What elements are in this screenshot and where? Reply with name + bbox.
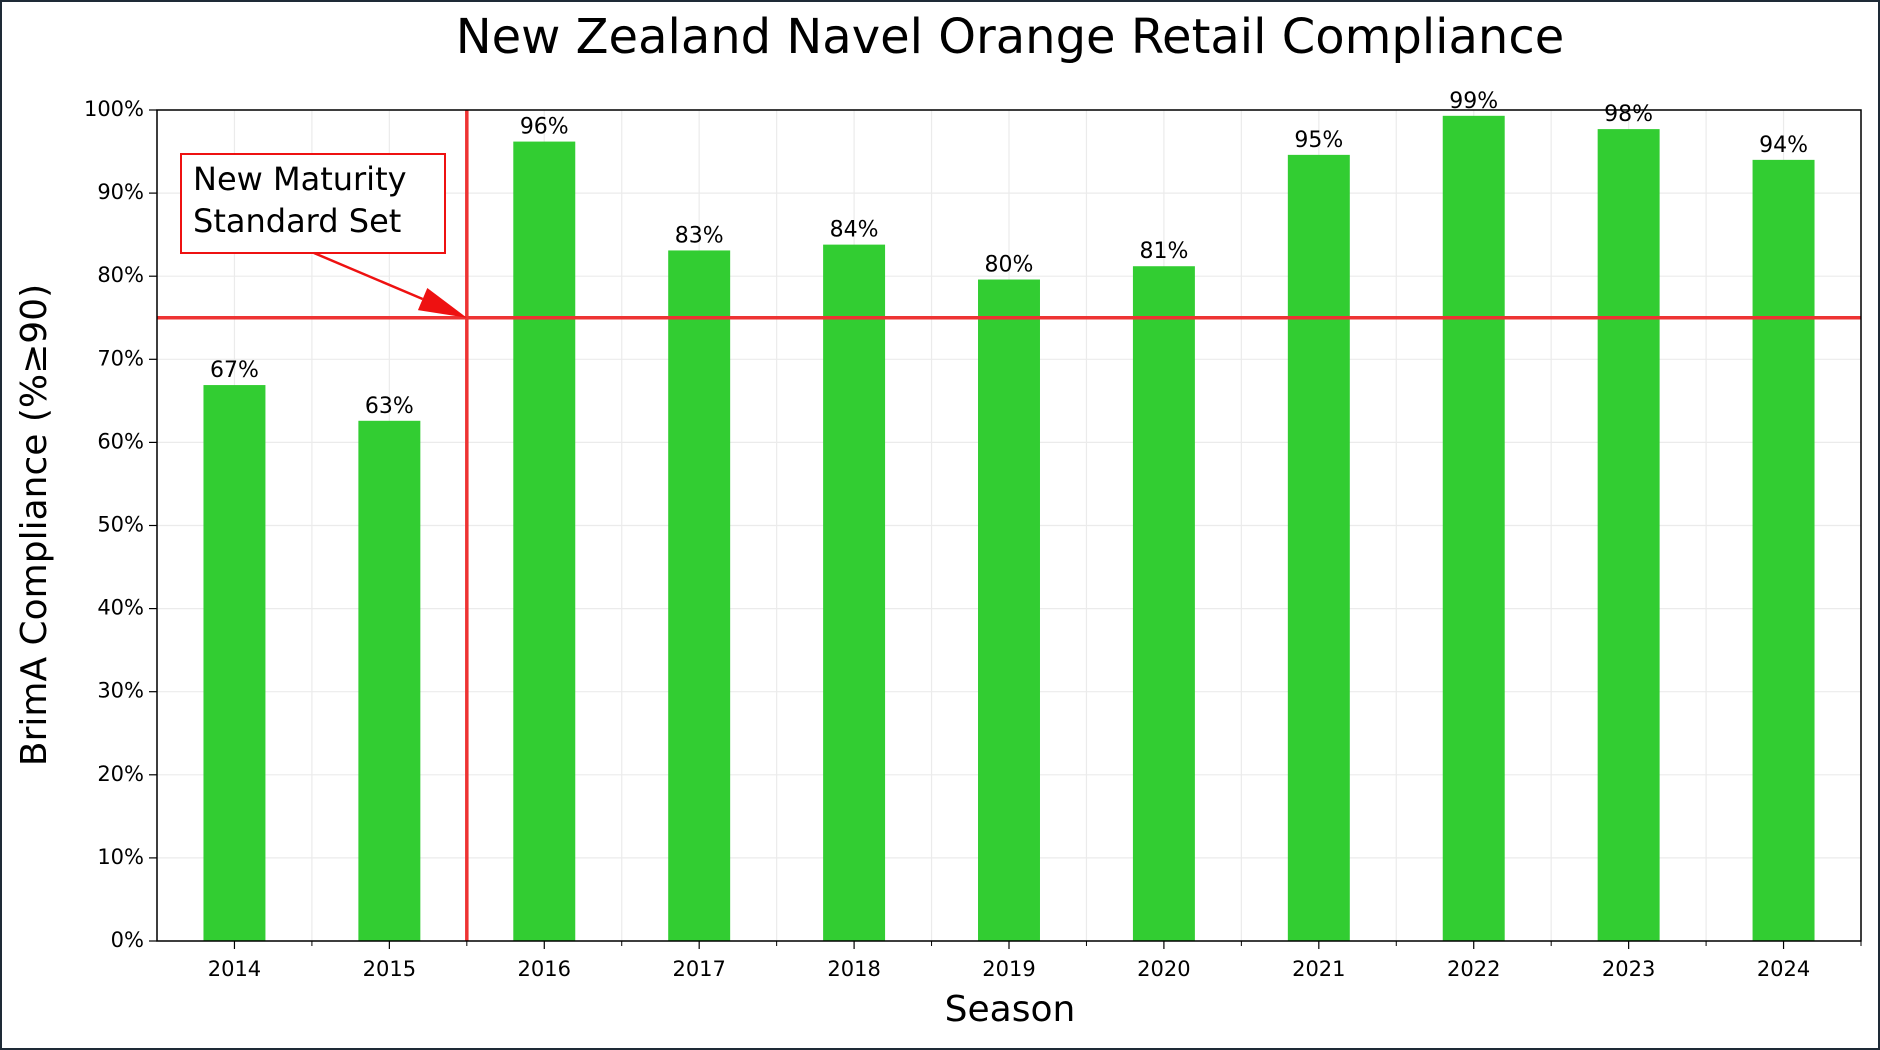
y-tick-label: 10% [97, 845, 144, 869]
bar [203, 385, 266, 941]
value-label: 80% [985, 253, 1034, 278]
annotation-arrowhead [417, 287, 467, 318]
x-tick-label: 2014 [208, 957, 261, 981]
chart-title: New Zealand Navel Orange Retail Complian… [456, 9, 1565, 65]
x-tick-label: 2016 [518, 957, 571, 981]
x-tick-label: 2019 [982, 957, 1035, 981]
bar [1442, 115, 1505, 941]
x-tick-label: 2021 [1292, 957, 1345, 981]
value-label: 83% [675, 223, 724, 248]
y-tick-label: 50% [97, 513, 144, 537]
x-tick-label: 2015 [363, 957, 416, 981]
annotation-text: New Maturity [193, 160, 407, 198]
y-tick-label: 100% [84, 97, 144, 121]
bar [1597, 129, 1660, 941]
y-tick-label: 90% [97, 180, 144, 204]
x-axis-label: Season [945, 989, 1076, 1030]
value-label: 84% [830, 218, 879, 243]
y-tick-label: 0% [111, 928, 144, 952]
value-label: 94% [1759, 133, 1808, 158]
x-tick-label: 2024 [1757, 957, 1810, 981]
x-tick-label: 2023 [1602, 957, 1655, 981]
bar [1287, 154, 1350, 941]
bar [668, 250, 731, 942]
value-label: 67% [210, 358, 259, 383]
bar [823, 244, 886, 941]
bar [978, 279, 1040, 941]
bar [1752, 159, 1815, 942]
value-label: 81% [1139, 239, 1188, 264]
y-tick-label: 30% [97, 679, 144, 703]
value-label: 96% [520, 115, 569, 140]
bar [358, 420, 421, 941]
value-label: 63% [365, 394, 414, 419]
annotation-box [180, 153, 446, 254]
plot-frame [156, 109, 1862, 942]
y-tick-label: 80% [97, 263, 144, 287]
value-label: 95% [1294, 128, 1343, 153]
x-tick-label: 2017 [672, 957, 725, 981]
y-axis-label: BrimA Compliance (%≥90) [14, 284, 55, 766]
annotation-arrow [313, 251, 424, 301]
x-tick-label: 2022 [1447, 957, 1500, 981]
y-tick-label: 20% [97, 762, 144, 786]
y-tick-label: 60% [97, 429, 144, 453]
bar [1132, 266, 1195, 941]
annotation-text: Standard Set [193, 202, 401, 240]
x-tick-label: 2020 [1137, 957, 1190, 981]
bar [513, 141, 576, 941]
x-tick-label: 2018 [827, 957, 880, 981]
y-tick-label: 70% [97, 346, 144, 370]
value-label: 98% [1604, 102, 1653, 127]
y-tick-label: 40% [97, 596, 144, 620]
